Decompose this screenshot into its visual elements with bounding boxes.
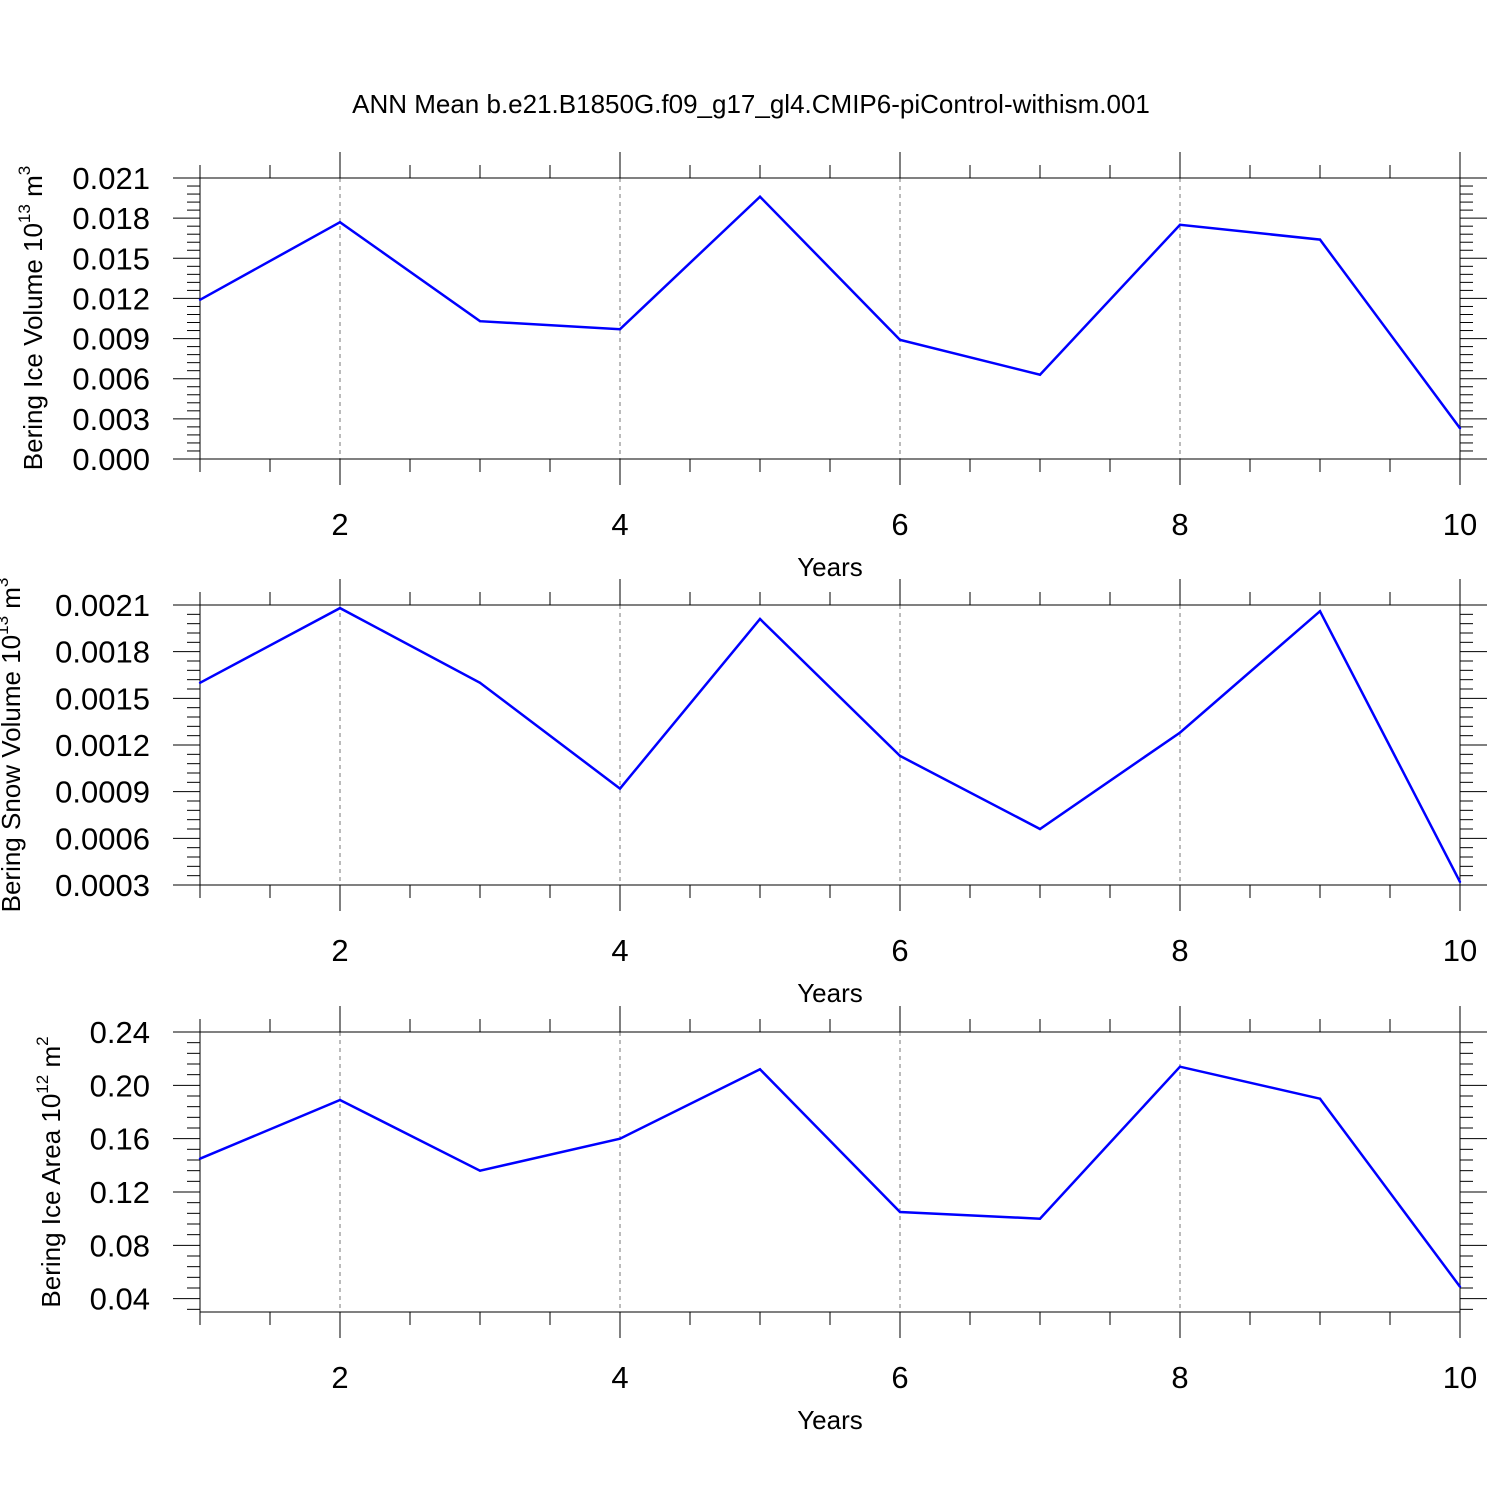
y-tick-label: 0.015 <box>72 241 150 276</box>
x-tick-label: 6 <box>891 933 908 968</box>
y-tick-label: 0.012 <box>72 281 150 316</box>
data-point <box>1318 610 1322 613</box>
y-tick-label: 0.021 <box>72 161 150 196</box>
y-tick-label: 0.006 <box>72 362 150 397</box>
x-tick-label: 10 <box>1443 507 1477 542</box>
series-line-1 <box>199 194 1462 429</box>
data-point <box>338 220 342 224</box>
data-point <box>618 787 622 790</box>
chart-panel-3: 0.04 0.08 0.12 0.16 0.20 0.24 2 4 6 8 10 Years Berin… <box>33 1006 1487 1435</box>
data-point <box>1178 1065 1182 1068</box>
y-tick-label: 0.24 <box>90 1015 150 1050</box>
y-tick-label: 0.0015 <box>55 681 150 716</box>
y-axis-label-part: m <box>18 175 48 204</box>
x-tick-label: 10 <box>1443 1360 1477 1395</box>
y-axis-label: Bering Snow Volume 1013 m3 <box>0 578 26 913</box>
data-point <box>478 319 482 323</box>
data-point <box>338 606 342 610</box>
data-point <box>1318 1097 1322 1100</box>
y-axis-label-part: Bering Snow Volume 10 <box>0 635 26 913</box>
y-axis-label-superscript: 3 <box>15 166 34 175</box>
x-tick-label: 2 <box>331 933 348 968</box>
data-point <box>758 195 762 198</box>
y-axis-label-part: Bering Ice Volume 10 <box>18 223 48 470</box>
x-tick-label: 2 <box>331 1360 348 1395</box>
x-tick-label: 6 <box>891 507 908 542</box>
series-line-1 <box>199 1065 1462 1288</box>
x-tick-label: 8 <box>1171 1360 1188 1395</box>
x-axis-label: Years <box>797 552 863 582</box>
y-axis-label-part: Bering Ice Area 10 <box>36 1094 66 1308</box>
y-axis-label: Bering Ice Area 1012 m2 <box>33 1036 66 1307</box>
data-point <box>898 338 902 342</box>
data-point <box>198 681 202 684</box>
x-axis-label: Years <box>797 978 863 1008</box>
y-tick-label: 0.0006 <box>55 821 150 856</box>
data-point <box>1458 1285 1462 1288</box>
y-axis-label-superscript: 3 <box>0 578 12 587</box>
x-tick-label: 8 <box>1171 507 1188 542</box>
data-point <box>1038 1217 1042 1220</box>
data-point <box>1318 238 1322 241</box>
y-axis-label-superscript: 2 <box>33 1036 52 1045</box>
chart-panel-2: 0.0003 0.0006 0.0009 0.0012 0.0015 0.0018 0.00… <box>0 578 1487 1008</box>
y-tick-label: 0.20 <box>90 1068 150 1103</box>
x-axis-label: Years <box>797 1405 863 1435</box>
y-tick-label: 0.08 <box>90 1228 150 1263</box>
y-tick-label: 0.16 <box>90 1122 150 1157</box>
y-axis-label-superscript: 12 <box>33 1075 52 1094</box>
y-tick-label: 0.0009 <box>55 775 150 810</box>
y-tick-label: 0.0003 <box>55 868 150 903</box>
data-point <box>1178 223 1182 227</box>
data-point <box>618 1137 622 1140</box>
series-line-1 <box>199 606 1462 883</box>
plot-frame <box>199 1031 1461 1313</box>
y-tick-label: 0.0018 <box>55 635 150 670</box>
plot-frame <box>199 604 1461 886</box>
data-point <box>1038 373 1042 376</box>
y-tick-label: 0.0021 <box>55 588 150 623</box>
y-tick-label: 0.12 <box>90 1175 150 1210</box>
data-point <box>758 617 762 621</box>
x-tick-label: 4 <box>611 933 628 968</box>
data-point <box>758 1068 762 1071</box>
x-tick-label: 8 <box>1171 933 1188 968</box>
data-point <box>478 681 482 684</box>
data-point <box>1038 827 1042 831</box>
data-point <box>478 1169 482 1172</box>
data-point <box>198 1157 202 1160</box>
data-point <box>338 1098 342 1102</box>
chart-panel-1: 0.000 0.003 0.006 0.009 0.012 0.015 0.018 0.021… <box>15 152 1487 582</box>
data-point <box>1458 880 1462 884</box>
x-tick-label: 6 <box>891 1360 908 1395</box>
y-tick-label: 0.0012 <box>55 728 150 763</box>
y-tick-label: 0.018 <box>72 201 150 236</box>
y-axis-label-part: m <box>0 587 26 616</box>
plot-frame <box>199 177 1461 460</box>
data-point <box>1458 427 1462 430</box>
y-axis-label-superscript: 13 <box>15 204 34 223</box>
data-point <box>898 1210 902 1214</box>
data-point <box>618 328 622 331</box>
y-tick-label: 0.009 <box>72 322 150 357</box>
x-tick-label: 10 <box>1443 933 1477 968</box>
y-tick-label: 0.003 <box>72 402 150 437</box>
data-point <box>898 754 902 758</box>
y-axis-label-superscript: 13 <box>0 616 12 635</box>
x-tick-label: 4 <box>611 507 628 542</box>
x-tick-label: 4 <box>611 1360 628 1395</box>
y-tick-label: 0.04 <box>90 1282 150 1317</box>
data-point <box>1178 731 1182 734</box>
y-tick-label: 0.000 <box>72 442 150 477</box>
data-point <box>198 298 202 301</box>
x-tick-label: 2 <box>331 507 348 542</box>
figure-title: ANN Mean b.e21.B1850G.f09_g17_gl4.CMIP6-… <box>352 89 1150 119</box>
y-axis-label: Bering Ice Volume 1013 m3 <box>15 166 48 470</box>
y-axis-label-part: m <box>36 1046 66 1075</box>
